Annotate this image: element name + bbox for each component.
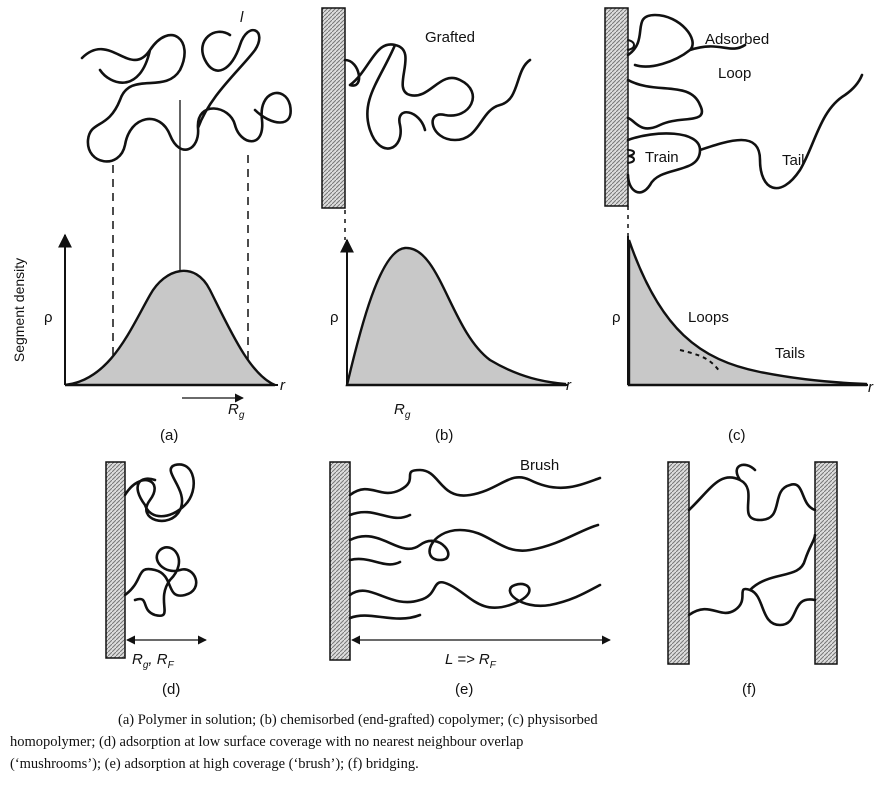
brush-chain: [348, 580, 602, 620]
polymer-chain: [80, 28, 292, 163]
bridging-chain: [687, 533, 817, 627]
tail-label: Tail: [782, 152, 805, 169]
span-part: R: [157, 651, 168, 668]
panel-d: Rg, RF (d): [105, 461, 207, 698]
panel-f: (f): [667, 461, 838, 698]
polymer-chain: [626, 13, 864, 194]
surface: [814, 461, 838, 665]
radius-main: R: [394, 401, 405, 418]
radius-label: Rg: [394, 401, 411, 421]
density-curve: [345, 246, 567, 387]
panel-c: Adsorbed Loop Train Tail ρ r Loops Tails…: [604, 7, 874, 444]
panel-title: Grafted: [425, 29, 475, 46]
surface: [604, 7, 629, 207]
radius-main: R: [228, 401, 239, 418]
loops-label: Loops: [688, 309, 729, 326]
y-axis-title: Segment density: [11, 258, 27, 362]
loop-label: Loop: [718, 65, 751, 82]
caption: (a) Polymer in solution; (b) chemisorbed…: [10, 712, 598, 772]
radius-sub: g: [405, 410, 411, 421]
panel-label: (c): [728, 427, 746, 444]
panel-label: (f): [742, 681, 756, 698]
polymer-chain: [343, 43, 532, 150]
brush-chain: [348, 468, 602, 520]
span-part: R: [132, 651, 143, 668]
bridging-chain: [687, 463, 817, 522]
radius-sub: g: [239, 410, 245, 421]
x-symbol: r: [280, 377, 286, 394]
x-symbol: r: [868, 379, 874, 396]
panel-label: (d): [162, 681, 180, 698]
chain-label: l: [240, 9, 244, 26]
y-symbol: ρ: [44, 309, 53, 326]
caption-line: (‘mushrooms’); (e) adsorption at high co…: [10, 756, 419, 772]
span-sub: F: [490, 660, 497, 671]
caption-line: (a) Polymer in solution; (b) chemisorbed…: [118, 712, 598, 728]
panel-title: Brush: [520, 457, 559, 474]
panel-e: Brush L => RF (e): [329, 457, 611, 698]
span-label: L => RF: [445, 651, 497, 671]
span-sub: g: [143, 660, 149, 671]
panel-label: (e): [455, 681, 473, 698]
mushroom-chain: [123, 546, 198, 618]
panel-a: l Segment density ρ r Rg (a): [11, 9, 292, 444]
surface: [321, 7, 346, 209]
span-part: ,: [148, 651, 156, 668]
surface: [667, 461, 690, 665]
tails-label: Tails: [775, 345, 805, 362]
panel-label: (a): [160, 427, 178, 444]
brush-chain: [348, 523, 600, 566]
panel-label: (b): [435, 427, 453, 444]
train-label: Train: [645, 149, 679, 166]
y-symbol: ρ: [612, 309, 621, 326]
density-curve: [627, 239, 868, 387]
train-segments: [627, 39, 635, 164]
surface: [329, 461, 351, 661]
mushroom-chain: [123, 463, 195, 523]
span-main: L => R: [445, 651, 490, 668]
x-symbol: r: [566, 377, 572, 394]
panel-title: Adsorbed: [705, 31, 769, 48]
caption-line: homopolymer; (d) adsorption at low surfa…: [10, 734, 523, 750]
radius-label: Rg: [228, 401, 245, 421]
loop-tail-boundary: [679, 349, 721, 373]
y-symbol: ρ: [330, 309, 339, 326]
span-label: Rg, RF: [132, 651, 175, 671]
surface: [105, 461, 126, 659]
span-sub: F: [168, 660, 175, 671]
panel-b: Grafted ρ r Rg (b): [321, 7, 572, 444]
density-curve: [64, 269, 276, 387]
